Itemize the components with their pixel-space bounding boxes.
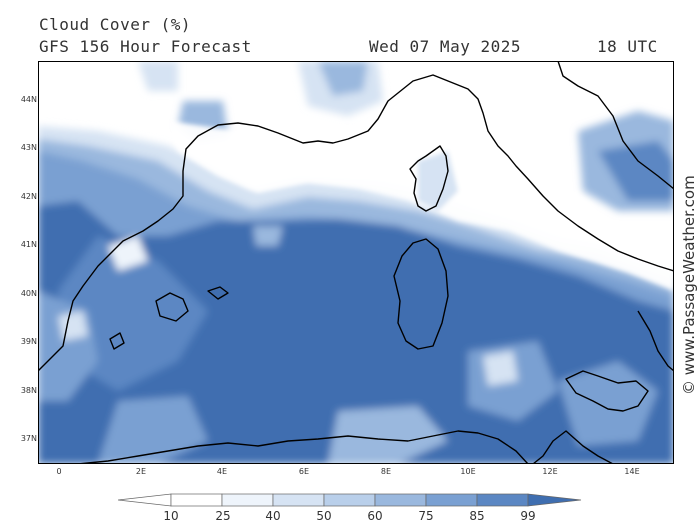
cloud-cover-map: [38, 61, 674, 464]
lat-label: 38N: [20, 386, 37, 395]
map-title: Cloud Cover (%): [39, 15, 191, 34]
lat-label: 43N: [20, 143, 37, 152]
colorbar-min-arrow: [118, 493, 172, 507]
forecast-time: 18 UTC: [597, 37, 658, 56]
lon-label: 12E: [542, 467, 558, 476]
cloud-field: [38, 61, 674, 464]
lat-label: 39N: [20, 337, 37, 346]
colorbar-swatch: [221, 493, 274, 507]
colorbar-swatch: [272, 493, 325, 507]
lat-label: 37N: [20, 434, 37, 443]
lat-label: 40N: [20, 289, 37, 298]
colorbar-label: 60: [367, 509, 383, 523]
colorbar-max-arrow: [527, 493, 582, 507]
colorbar-swatch: [170, 493, 223, 507]
colorbar-label: 99: [520, 509, 536, 523]
colorbar-label: 50: [316, 509, 332, 523]
lon-label: 8E: [380, 467, 392, 476]
lon-label: 4E: [216, 467, 228, 476]
colorbar-label: 25: [215, 509, 231, 523]
colorbar: [118, 493, 582, 507]
lon-label: 6E: [298, 467, 310, 476]
colorbar-swatch: [323, 493, 376, 507]
colorbar-label: 10: [163, 509, 179, 523]
forecast-date: Wed 07 May 2025: [369, 37, 521, 56]
lon-label: 2E: [135, 467, 147, 476]
lat-label: 44N: [20, 95, 37, 104]
colorbar-swatch: [476, 493, 529, 507]
credit-text: © www.PassageWeather.com: [680, 175, 698, 395]
forecast-subtitle: GFS 156 Hour Forecast: [39, 37, 252, 56]
colorbar-label: 75: [418, 509, 434, 523]
coastlines: [38, 61, 674, 464]
lon-label: 0: [56, 467, 62, 476]
lat-label: 41N: [20, 240, 37, 249]
lon-label: 14E: [624, 467, 640, 476]
lon-label: 10E: [460, 467, 476, 476]
colorbar-swatch: [425, 493, 478, 507]
colorbar-label: 40: [265, 509, 281, 523]
colorbar-swatch: [374, 493, 427, 507]
lat-label: 42N: [20, 192, 37, 201]
colorbar-label: 85: [469, 509, 485, 523]
